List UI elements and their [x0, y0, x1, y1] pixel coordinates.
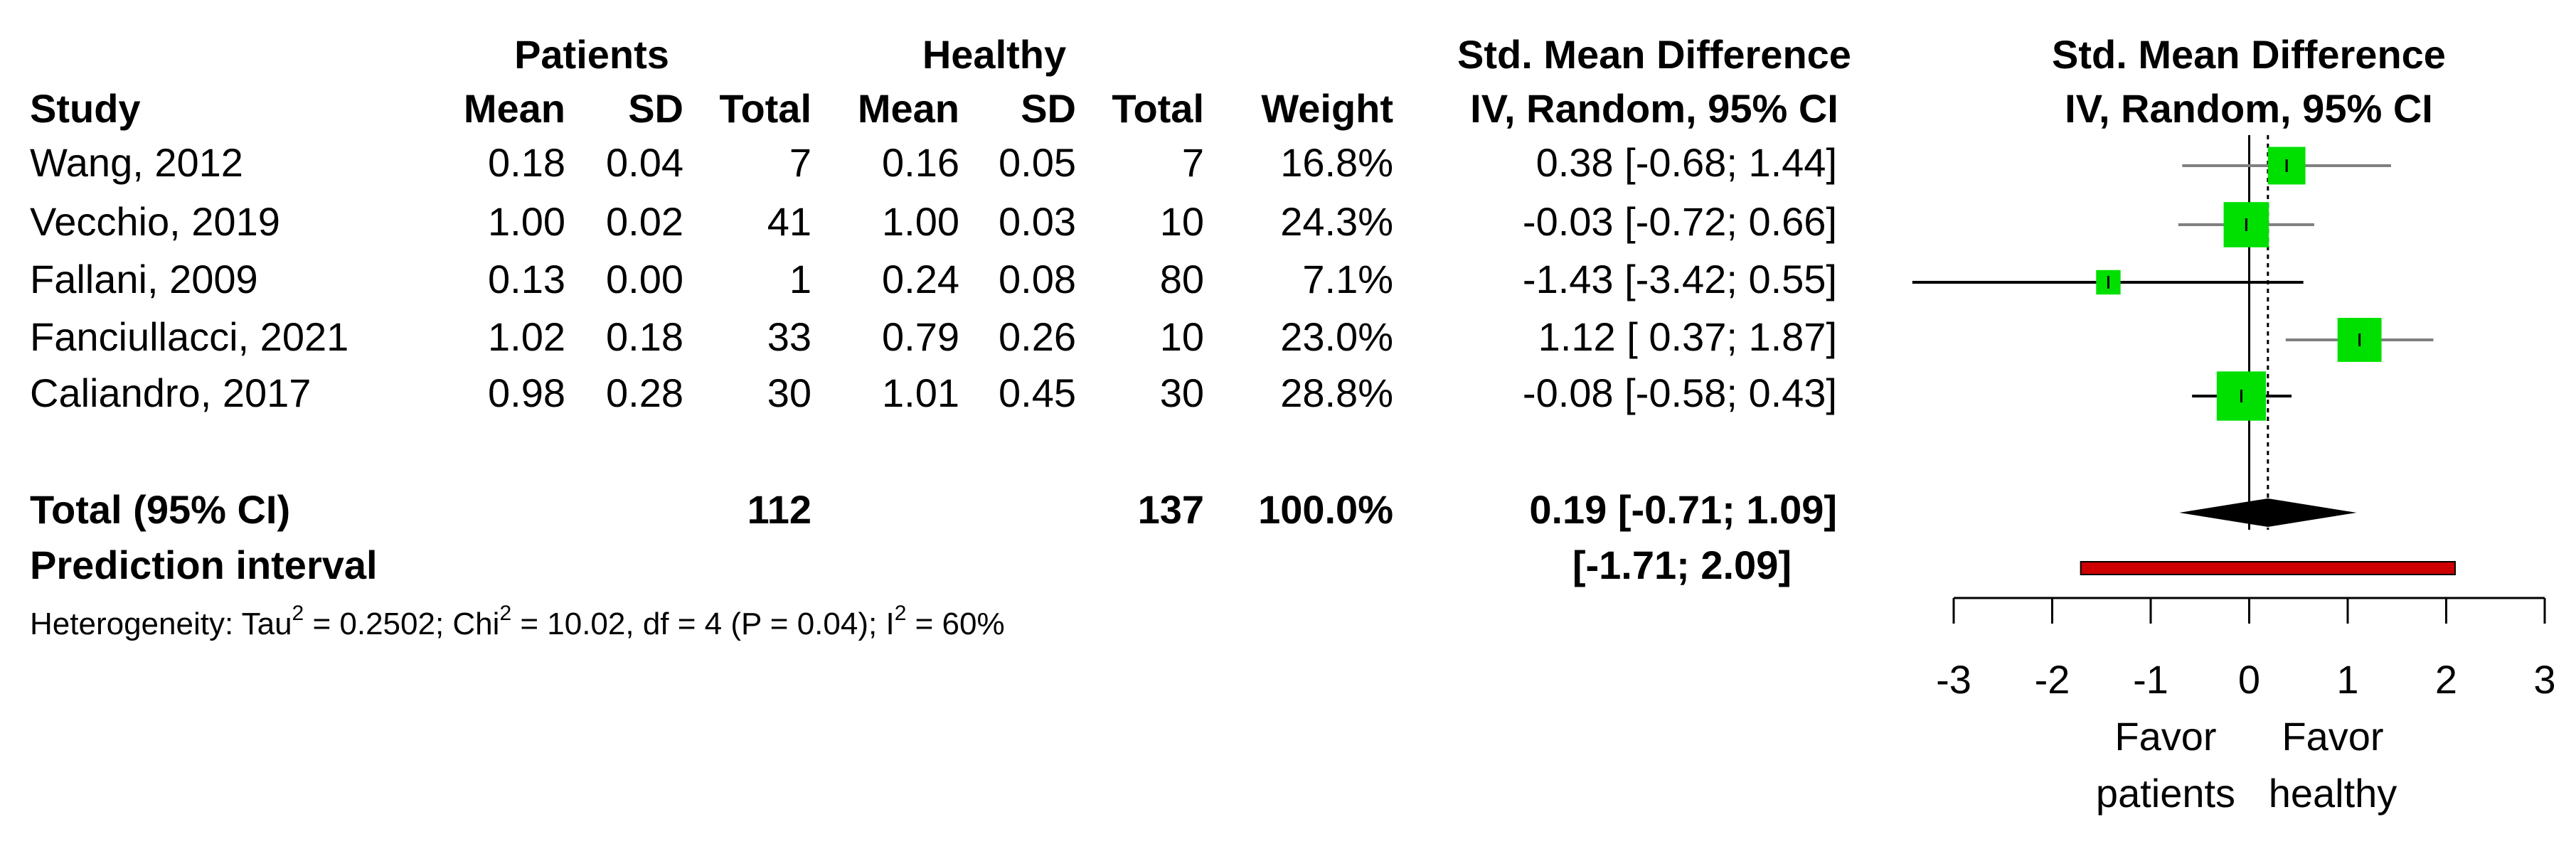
column-header: SD: [1021, 86, 1076, 131]
table-cell: 7: [1182, 140, 1204, 185]
table-cell: 0.98: [488, 370, 565, 415]
effect-subheader: IV, Random, 95% CI: [1470, 86, 1838, 131]
effect-label: -1.43 [-3.42; 0.55]: [1523, 257, 1837, 301]
table-cell: 1.01: [882, 370, 959, 415]
heterogeneity: Heterogeneity: Tau2 = 0.2502; Chi2 = 10.…: [30, 602, 1005, 641]
table-cell: 0.45: [999, 370, 1076, 415]
table-cell: 10: [1160, 199, 1204, 244]
weight-label: 23.0%: [1280, 314, 1393, 359]
effect-header: Std. Mean Difference: [1457, 32, 1851, 77]
weight-label: 28.8%: [1280, 370, 1393, 415]
favor-label: healthy: [2269, 771, 2397, 816]
x-tick-label: 1: [2336, 657, 2358, 702]
effect-label: 1.12 [ 0.37; 1.87]: [1538, 314, 1837, 359]
favor-label: Favor: [2114, 714, 2216, 759]
total-label: Total (95% CI): [30, 487, 290, 532]
plot-header: Std. Mean Difference: [2052, 32, 2446, 77]
column-header: Study: [30, 86, 141, 131]
column-header: Mean: [858, 86, 959, 131]
table-cell: 1.02: [488, 314, 565, 359]
table-cell: 0.28: [606, 370, 683, 415]
prediction-label: Prediction interval: [30, 543, 378, 587]
total-weight: 100.0%: [1258, 487, 1393, 532]
total-cell: 112: [747, 487, 811, 532]
favor-label: patients: [2096, 771, 2235, 816]
group-header: Patients: [514, 32, 669, 77]
study-name: Fanciullacci, 2021: [30, 314, 348, 359]
weight-label: 16.8%: [1280, 140, 1393, 185]
effect-label: -0.03 [-0.72; 0.66]: [1523, 199, 1837, 244]
total-effect-label: 0.19 [-0.71; 1.09]: [1529, 487, 1837, 532]
study-name: Fallani, 2009: [30, 257, 258, 301]
column-header: Total: [719, 86, 811, 131]
table-cell: 0.16: [882, 140, 959, 185]
table-cell: 0.18: [606, 314, 683, 359]
x-tick-label: 3: [2533, 657, 2555, 702]
column-header: Total: [1112, 86, 1204, 131]
weight-label: 7.1%: [1302, 257, 1393, 301]
effect-label: 0.38 [-0.68; 1.44]: [1536, 140, 1837, 185]
x-tick-label: -2: [2035, 657, 2070, 702]
superscript: 2: [292, 602, 304, 625]
x-tick-label: -3: [1936, 657, 1971, 702]
x-tick-label: 2: [2435, 657, 2457, 702]
effect-label: -0.08 [-0.58; 0.43]: [1523, 370, 1837, 415]
table-cell: 30: [1160, 370, 1204, 415]
table-cell: 0.03: [999, 199, 1076, 244]
table-cell: 0.18: [488, 140, 565, 185]
weight-label: 24.3%: [1280, 199, 1393, 244]
table-cell: 1.00: [882, 199, 959, 244]
table-cell: 0.24: [882, 257, 959, 301]
study-name: Wang, 2012: [30, 140, 243, 185]
table-cell: 0.26: [999, 314, 1076, 359]
x-tick-label: 0: [2238, 657, 2260, 702]
table-cell: 0.02: [606, 199, 683, 244]
table-cell: 0.79: [882, 314, 959, 359]
table-cell: 0.05: [999, 140, 1076, 185]
table-cell: 0.08: [999, 257, 1076, 301]
table-cell: 30: [767, 370, 811, 415]
x-tick-label: -1: [2133, 657, 2168, 702]
table-cell: 1.00: [488, 199, 565, 244]
group-header: Healthy: [922, 32, 1066, 77]
table-cell: 41: [767, 199, 811, 244]
table-cell: 80: [1160, 257, 1204, 301]
heterogeneity-text: = 60%: [906, 607, 1004, 641]
column-header: Weight: [1261, 86, 1393, 131]
prediction-bar: [2080, 561, 2456, 575]
superscript: 2: [895, 602, 907, 625]
total-cell: 137: [1138, 487, 1204, 532]
study-name: Caliandro, 2017: [30, 370, 311, 415]
summary-diamond: [2179, 498, 2357, 527]
favor-label: Favor: [2282, 714, 2383, 759]
heterogeneity-text: = 10.02, df = 4 (P = 0.04); I: [511, 607, 895, 641]
table-cell: 7: [789, 140, 811, 185]
column-header: SD: [628, 86, 683, 131]
table-cell: 10: [1160, 314, 1204, 359]
superscript: 2: [499, 602, 511, 625]
table-cell: 0.13: [488, 257, 565, 301]
table-cell: 33: [767, 314, 811, 359]
study-name: Vecchio, 2019: [30, 199, 280, 244]
table-cell: 0.04: [606, 140, 683, 185]
prediction-interval-label: [-1.71; 2.09]: [1572, 543, 1792, 587]
heterogeneity-text: Heterogeneity: Tau: [30, 607, 292, 641]
heterogeneity-text: = 0.2502; Chi: [304, 607, 499, 641]
table-cell: 0.00: [606, 257, 683, 301]
table-cell: 1: [789, 257, 811, 301]
column-header: Mean: [464, 86, 565, 131]
plot-subheader: IV, Random, 95% CI: [2065, 86, 2433, 131]
